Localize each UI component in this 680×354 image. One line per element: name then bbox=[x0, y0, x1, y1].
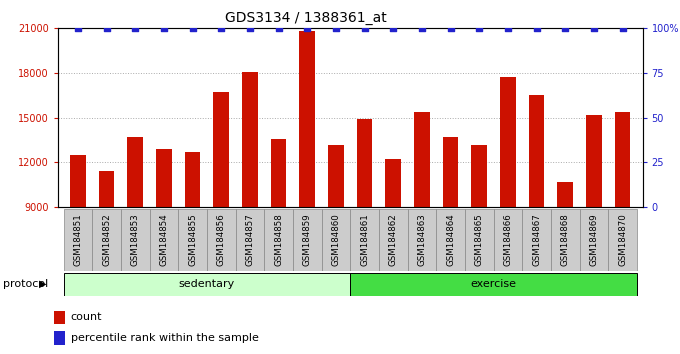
Point bbox=[388, 25, 398, 31]
Bar bbox=[293, 209, 322, 271]
Text: GSM184865: GSM184865 bbox=[475, 213, 483, 266]
Bar bbox=[271, 138, 286, 207]
Text: sedentary: sedentary bbox=[179, 279, 235, 289]
Point bbox=[617, 25, 628, 31]
Text: GSM184861: GSM184861 bbox=[360, 213, 369, 266]
Bar bbox=[214, 92, 229, 207]
Point bbox=[359, 25, 370, 31]
Bar bbox=[92, 209, 121, 271]
Text: GDS3134 / 1388361_at: GDS3134 / 1388361_at bbox=[225, 11, 387, 25]
Text: GSM184866: GSM184866 bbox=[503, 213, 512, 266]
Point bbox=[445, 25, 456, 31]
Bar bbox=[121, 209, 150, 271]
Text: count: count bbox=[71, 312, 102, 322]
Bar bbox=[465, 209, 494, 271]
Bar bbox=[558, 182, 573, 207]
Bar bbox=[443, 137, 458, 207]
Bar bbox=[207, 209, 235, 271]
Text: GSM184858: GSM184858 bbox=[274, 213, 283, 266]
Bar bbox=[63, 209, 92, 271]
Point bbox=[130, 25, 141, 31]
Bar bbox=[178, 209, 207, 271]
Point bbox=[588, 25, 599, 31]
Bar bbox=[350, 273, 637, 296]
Text: GSM184851: GSM184851 bbox=[73, 213, 82, 266]
Text: percentile rank within the sample: percentile rank within the sample bbox=[71, 333, 258, 343]
Bar bbox=[608, 209, 637, 271]
Text: GSM184863: GSM184863 bbox=[418, 213, 426, 266]
Bar bbox=[127, 137, 143, 207]
Bar bbox=[242, 72, 258, 207]
Bar bbox=[350, 209, 379, 271]
Bar bbox=[436, 209, 465, 271]
Text: GSM184857: GSM184857 bbox=[245, 213, 254, 266]
Point bbox=[503, 25, 513, 31]
Text: GSM184855: GSM184855 bbox=[188, 213, 197, 266]
Text: GSM184864: GSM184864 bbox=[446, 213, 455, 266]
Bar bbox=[235, 209, 265, 271]
Bar bbox=[615, 112, 630, 207]
Bar bbox=[494, 209, 522, 271]
Text: GSM184856: GSM184856 bbox=[217, 213, 226, 266]
Point bbox=[216, 25, 226, 31]
Point bbox=[330, 25, 341, 31]
Text: GSM184859: GSM184859 bbox=[303, 213, 311, 266]
Point bbox=[101, 25, 112, 31]
Bar bbox=[522, 209, 551, 271]
Point bbox=[244, 25, 255, 31]
Point bbox=[416, 25, 427, 31]
Bar bbox=[265, 209, 293, 271]
Point bbox=[273, 25, 284, 31]
Bar bbox=[150, 209, 178, 271]
Text: GSM184869: GSM184869 bbox=[590, 213, 598, 266]
Bar bbox=[407, 209, 436, 271]
Bar bbox=[99, 171, 114, 207]
Bar bbox=[356, 119, 373, 207]
Bar bbox=[328, 144, 344, 207]
Bar bbox=[156, 149, 172, 207]
Text: exercise: exercise bbox=[471, 279, 517, 289]
Text: protocol: protocol bbox=[3, 279, 49, 289]
Text: GSM184852: GSM184852 bbox=[102, 213, 111, 266]
Point bbox=[560, 25, 571, 31]
Point bbox=[531, 25, 542, 31]
Bar bbox=[471, 144, 487, 207]
Bar bbox=[322, 209, 350, 271]
Bar bbox=[54, 331, 65, 345]
Bar bbox=[54, 311, 65, 324]
Bar bbox=[586, 115, 602, 207]
Text: GSM184867: GSM184867 bbox=[532, 213, 541, 266]
Bar bbox=[551, 209, 579, 271]
Text: GSM184853: GSM184853 bbox=[131, 213, 139, 266]
Bar bbox=[386, 159, 401, 207]
Point bbox=[187, 25, 198, 31]
Point bbox=[474, 25, 485, 31]
Bar bbox=[414, 112, 430, 207]
Point bbox=[158, 25, 169, 31]
Bar bbox=[70, 155, 86, 207]
Text: GSM184860: GSM184860 bbox=[331, 213, 341, 266]
Bar bbox=[500, 78, 515, 207]
Text: GSM184868: GSM184868 bbox=[561, 213, 570, 266]
Bar bbox=[379, 209, 407, 271]
Bar bbox=[185, 152, 201, 207]
Point bbox=[302, 25, 313, 31]
Bar bbox=[579, 209, 608, 271]
Point bbox=[73, 25, 84, 31]
Text: GSM184854: GSM184854 bbox=[159, 213, 169, 266]
Text: GSM184862: GSM184862 bbox=[389, 213, 398, 266]
Text: ▶: ▶ bbox=[39, 279, 47, 289]
Bar bbox=[299, 31, 315, 207]
Bar bbox=[528, 95, 545, 207]
Bar bbox=[63, 273, 350, 296]
Text: GSM184870: GSM184870 bbox=[618, 213, 627, 266]
